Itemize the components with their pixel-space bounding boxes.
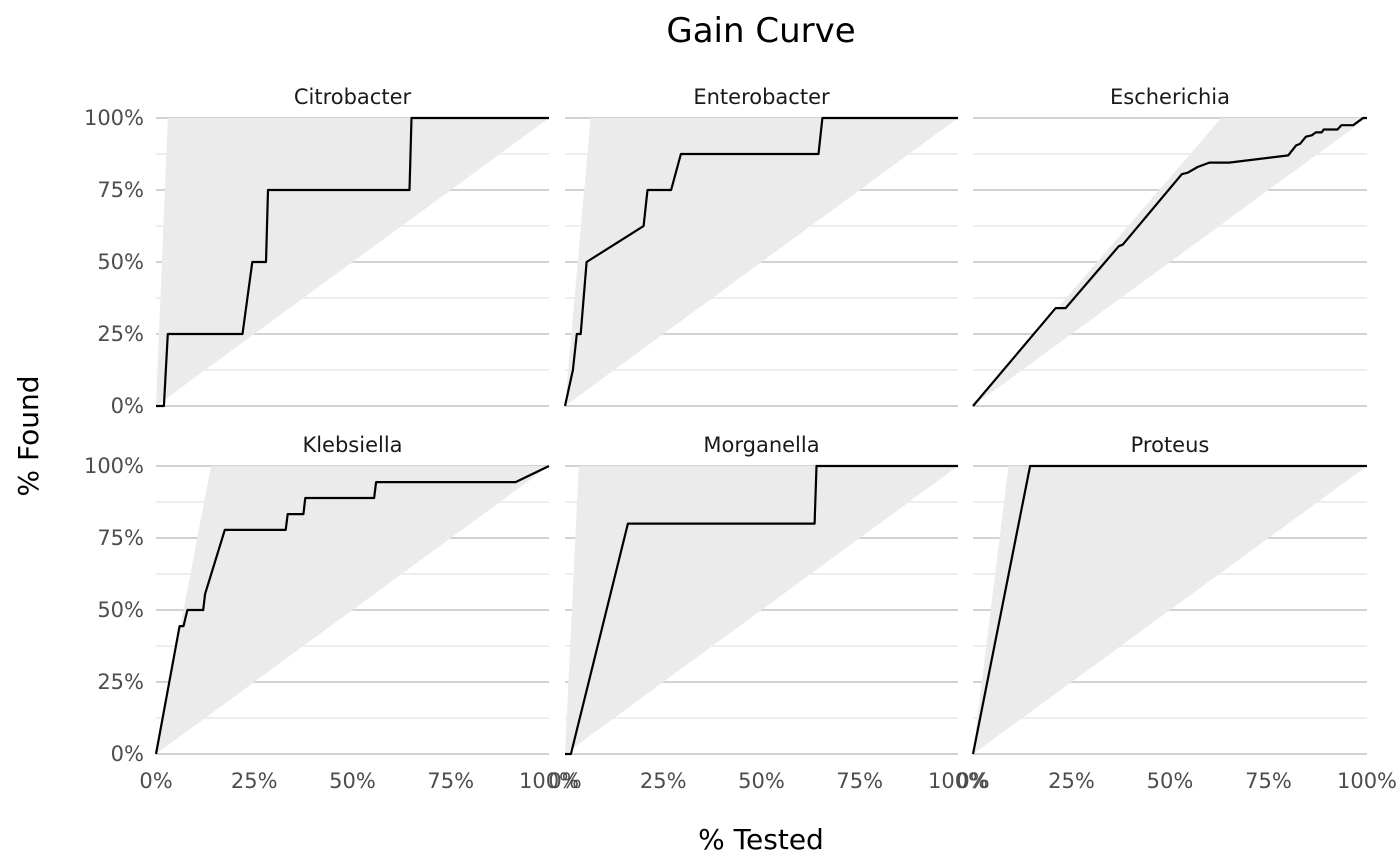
facet-panel-escherichia: Escherichia bbox=[972, 85, 1367, 407]
gain-curve-line bbox=[565, 464, 958, 756]
facet-panels: Citrobacter 0% 25% 50% 75% 100% Enterobacter Es… bbox=[84, 85, 1397, 793]
y-tick-label: 100% bbox=[84, 106, 144, 130]
gain-curve-line bbox=[971, 464, 1367, 755]
x-tick-label: 100% bbox=[1337, 769, 1397, 793]
y-tick-label: 75% bbox=[97, 178, 144, 202]
gain-band bbox=[565, 466, 958, 754]
facet-label: Proteus bbox=[1131, 433, 1210, 457]
y-tick-label: 100% bbox=[84, 454, 144, 478]
x-tick-label: 100% bbox=[928, 769, 988, 793]
y-tick-label: 75% bbox=[97, 526, 144, 550]
y-tick-label: 50% bbox=[97, 598, 144, 622]
x-tick-label: 25% bbox=[1048, 769, 1095, 793]
x-tick-label: 50% bbox=[1147, 769, 1194, 793]
gain-band bbox=[156, 118, 549, 406]
facet-label: Morganella bbox=[703, 433, 819, 457]
facet-panel-morganella: Morganella 0% 25% 50% 75% 100% bbox=[548, 433, 988, 793]
y-tick-label: 0% bbox=[111, 394, 144, 418]
x-tick-label: 0% bbox=[956, 769, 989, 793]
y-tick-label: 25% bbox=[97, 322, 144, 346]
gain-band bbox=[973, 118, 1367, 406]
gain-curve-line bbox=[156, 116, 549, 408]
x-tick-label: 50% bbox=[329, 769, 376, 793]
facet-label: Citrobacter bbox=[294, 85, 412, 109]
facet-label: Escherichia bbox=[1110, 85, 1230, 109]
gain-curve-line bbox=[154, 465, 550, 755]
facet-panel-citrobacter: Citrobacter 0% 25% 50% 75% 100% bbox=[84, 85, 549, 418]
x-tick-label: 50% bbox=[738, 769, 785, 793]
y-tick-label: 50% bbox=[97, 250, 144, 274]
x-tick-label: 0% bbox=[139, 769, 172, 793]
x-tick-label: 0% bbox=[548, 769, 581, 793]
facet-label: Enterobacter bbox=[693, 85, 830, 109]
x-tick-label: 75% bbox=[1245, 769, 1292, 793]
x-tick-label: 75% bbox=[836, 769, 883, 793]
y-tick-label: 25% bbox=[97, 670, 144, 694]
x-axis-title: % Tested bbox=[698, 823, 824, 856]
gain-band bbox=[973, 466, 1367, 754]
x-tick-label: 100% bbox=[519, 769, 579, 793]
gain-band bbox=[156, 466, 549, 754]
gain-curve-line bbox=[972, 116, 1367, 407]
gain-curve-line bbox=[563, 116, 958, 407]
chart-title: Gain Curve bbox=[666, 11, 855, 51]
facet-panel-proteus: Proteus 0% 25% 50% 75% 100% bbox=[956, 433, 1397, 793]
y-axis-title: % Found bbox=[12, 375, 45, 496]
y-tick-label: 0% bbox=[111, 742, 144, 766]
facet-panel-enterobacter: Enterobacter bbox=[563, 85, 958, 407]
x-tick-label: 75% bbox=[427, 769, 474, 793]
facet-label: Klebsiella bbox=[302, 433, 402, 457]
x-tick-label: 25% bbox=[231, 769, 278, 793]
x-tick-label: 25% bbox=[640, 769, 687, 793]
